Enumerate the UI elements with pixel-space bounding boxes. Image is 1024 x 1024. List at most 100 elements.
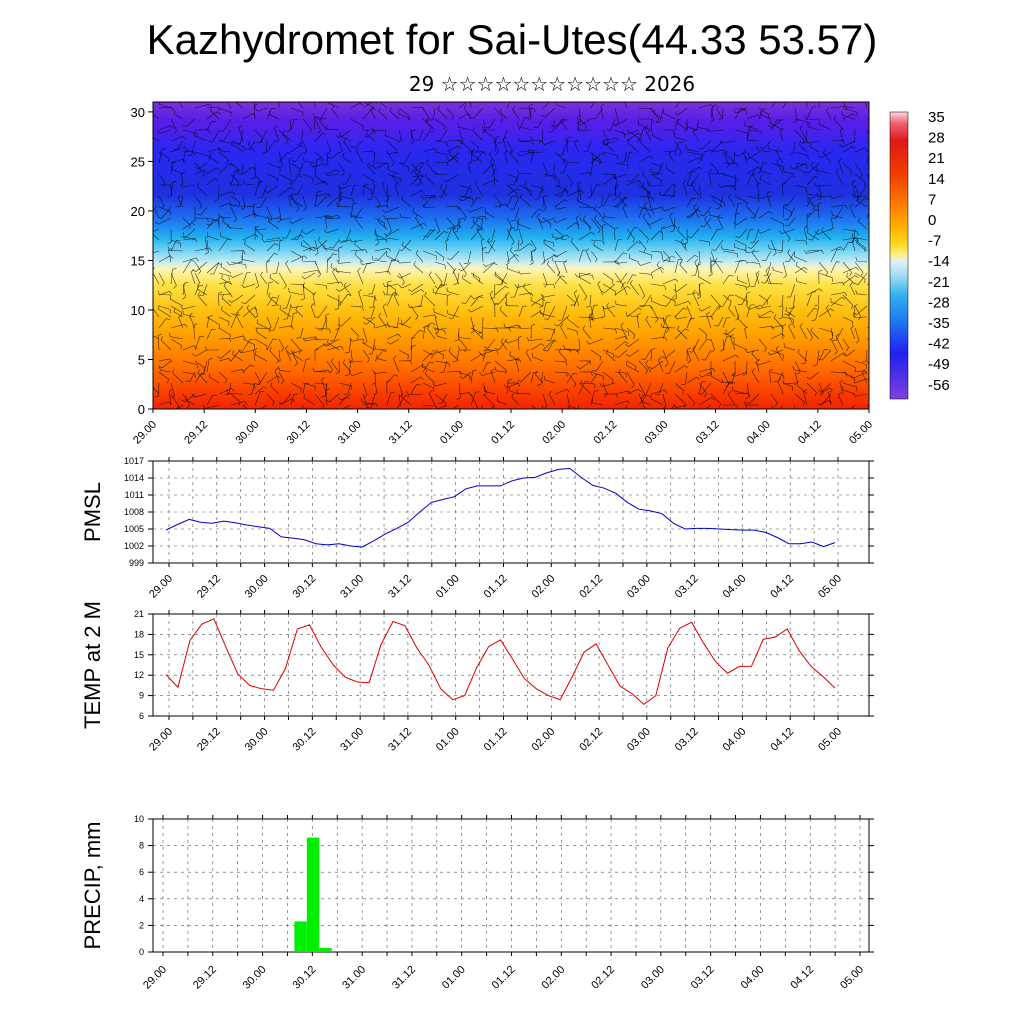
wind-barb <box>182 260 195 274</box>
wind-barb <box>229 181 243 186</box>
wind-barb <box>354 250 364 263</box>
x-tick-label: 30.12 <box>291 573 319 601</box>
wind-barb <box>594 215 604 230</box>
wind-barb <box>553 217 568 224</box>
wind-barb <box>602 272 614 285</box>
wind-barb <box>718 183 736 188</box>
wind-barb <box>435 129 448 142</box>
wind-barb <box>428 390 436 406</box>
wind-barb <box>674 140 682 156</box>
wind-barb <box>662 150 677 155</box>
wind-barb <box>458 102 472 109</box>
wind-barb <box>814 182 832 187</box>
wind-barb <box>810 327 820 340</box>
wind-barb <box>509 173 520 186</box>
wind-barb <box>288 194 293 208</box>
colorbar-label: 28 <box>928 130 945 147</box>
wind-barb <box>650 316 665 323</box>
wind-barb <box>750 272 760 287</box>
wind-barb <box>662 315 671 329</box>
wind-barb <box>842 228 859 236</box>
wind-barb <box>854 327 860 344</box>
wind-barb <box>266 260 271 274</box>
wind-barb <box>443 173 460 183</box>
y-tick-label: 9 <box>139 691 144 701</box>
wind-barb <box>674 118 682 131</box>
wind-barb <box>335 129 352 139</box>
x-tick-label: 04.00 <box>739 964 767 992</box>
wind-barb <box>385 233 400 241</box>
wind-barb <box>414 168 424 186</box>
wind-barb <box>498 129 508 144</box>
wind-barb <box>816 192 832 197</box>
wind-barb <box>374 345 388 351</box>
wind-barb <box>796 277 808 285</box>
wind-barb <box>266 393 275 406</box>
wind-barb <box>458 371 471 381</box>
wind-barb <box>818 349 832 361</box>
wind-barb <box>338 246 343 263</box>
wind-barb <box>710 172 726 177</box>
wind-barb <box>326 214 341 219</box>
y-tick-label: 21 <box>134 609 144 619</box>
wind-barb <box>692 345 700 362</box>
wind-barb <box>350 249 368 254</box>
wind-barb <box>252 210 268 219</box>
wind-barb <box>472 218 484 230</box>
wind-barb <box>803 225 808 241</box>
wind-barb <box>218 151 229 164</box>
wind-barb <box>221 294 232 307</box>
wind-barb <box>206 217 219 225</box>
wind-barb <box>289 304 304 309</box>
wind-barb <box>751 170 760 186</box>
wind-barb <box>662 129 676 134</box>
wind-barb <box>349 238 364 243</box>
wind-barb <box>816 166 832 175</box>
wind-barb <box>687 173 700 187</box>
wind-barb <box>539 309 556 318</box>
wind-barb <box>784 305 796 316</box>
wind-barb <box>650 266 665 274</box>
wind-barb <box>783 195 796 207</box>
wind-barb <box>614 107 619 125</box>
wind-barb <box>176 195 184 208</box>
wind-barb <box>612 173 628 179</box>
wind-barb <box>338 184 352 190</box>
x-tick-label: 02.12 <box>589 964 617 992</box>
wind-barb <box>806 189 820 197</box>
wind-barb <box>806 195 816 211</box>
wind-barb <box>157 129 172 134</box>
wind-barb <box>415 129 424 141</box>
wind-barb <box>282 294 292 309</box>
wind-barb <box>218 293 233 298</box>
wind-barb <box>494 285 509 296</box>
wind-barb <box>295 306 304 318</box>
wind-barb <box>153 113 160 120</box>
wind-barb <box>830 105 848 110</box>
wind-barb <box>505 292 510 307</box>
wind-barb <box>745 349 760 353</box>
wind-barb <box>218 146 232 153</box>
warm-area <box>670 319 781 409</box>
wind-barb <box>323 244 340 252</box>
wind-barb <box>459 371 472 379</box>
wind-barb <box>742 360 748 376</box>
wind-barb <box>452 349 460 362</box>
wind-barb <box>674 142 683 153</box>
wind-barb <box>722 382 734 395</box>
wind-barb <box>397 129 402 143</box>
wind-barb <box>167 228 172 244</box>
wind-barb <box>566 173 573 187</box>
wind-barb <box>806 106 817 120</box>
wind-barb <box>583 140 592 152</box>
wind-barb <box>458 195 472 202</box>
wind-barb <box>432 349 448 354</box>
wind-barb <box>806 382 817 397</box>
wind-barb <box>842 338 850 352</box>
wind-barb <box>722 173 738 183</box>
wind-barb <box>314 132 327 142</box>
wind-barb <box>470 102 472 109</box>
wind-barb <box>542 102 550 109</box>
wind-barb <box>242 179 256 186</box>
